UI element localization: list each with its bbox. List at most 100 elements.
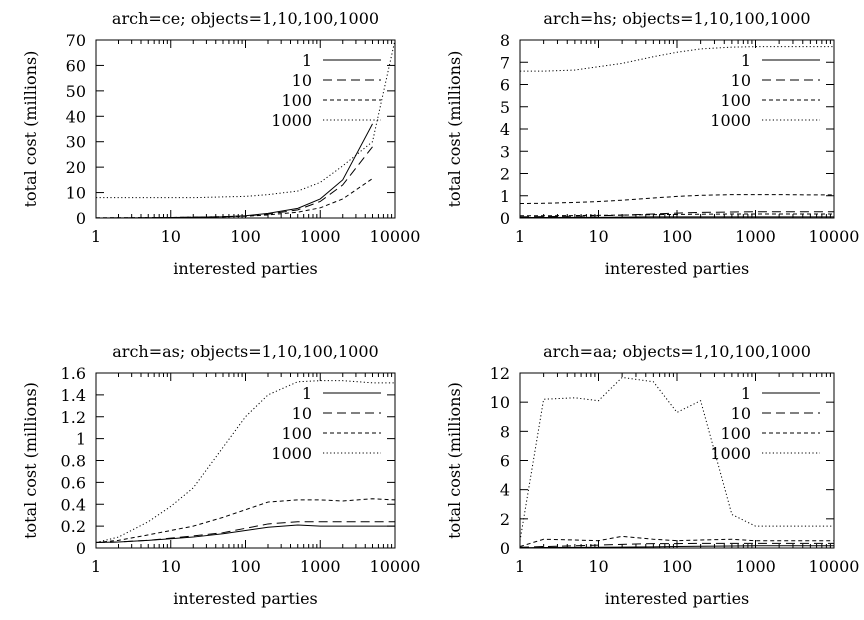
x-tick-label: 100 <box>230 227 261 246</box>
y-tick-label: 0.6 <box>61 473 86 492</box>
series-line-100 <box>520 213 834 217</box>
x-tick-label: 1 <box>91 227 101 246</box>
legend-label: 10 <box>292 404 312 423</box>
x-tick-label: 100 <box>662 227 693 246</box>
legend-label: 1 <box>741 384 751 403</box>
y-tick-label: 8 <box>500 422 510 441</box>
y-tick-label: 0.2 <box>61 517 86 536</box>
plot-frame <box>519 39 835 219</box>
y-tick-label: 6 <box>500 452 510 471</box>
plot-frame <box>95 39 396 219</box>
x-tick-label: 1 <box>515 227 525 246</box>
x-axis-label: interested parties <box>605 259 750 278</box>
y-tick-label: 7 <box>500 53 510 72</box>
x-tick-label: 100 <box>230 557 261 576</box>
x-tick-label: 100 <box>662 557 693 576</box>
series-line-10 <box>520 211 834 218</box>
y-tick-label: 10 <box>490 393 510 412</box>
x-tick-label: 10000 <box>370 557 421 576</box>
x-tick-label: 10 <box>161 557 181 576</box>
y-tick-label: 2 <box>500 510 510 529</box>
series-line-1 <box>96 524 395 544</box>
x-tick-label: 1000 <box>300 227 341 246</box>
y-tick-label: 12 <box>490 364 510 383</box>
y-tick-label: 4 <box>500 481 510 500</box>
y-tick-label: 5 <box>500 98 510 117</box>
y-tick-label: 0 <box>500 209 510 228</box>
y-tick-label: 3 <box>500 142 510 161</box>
y-tick-label: 20 <box>66 158 86 177</box>
y-tick-label: 10 <box>66 184 86 203</box>
y-tick-label: 4 <box>500 120 510 139</box>
y-axis-label: total cost (millions) <box>21 382 40 539</box>
chart-title: arch=as; objects=1,10,100,1000 <box>112 342 378 361</box>
series-line-1 <box>96 123 373 218</box>
chart-title: arch=ce; objects=1,10,100,1000 <box>112 9 379 28</box>
y-tick-label: 6 <box>500 76 510 95</box>
x-tick-label: 10 <box>588 227 608 246</box>
y-tick-label: 50 <box>66 82 86 101</box>
x-tick-label: 10000 <box>370 227 421 246</box>
x-tick-label: 1 <box>515 557 525 576</box>
y-tick-label: 1.4 <box>61 386 86 405</box>
y-tick-label: 60 <box>66 56 86 75</box>
legend-label: 1000 <box>271 444 312 463</box>
y-axis-label: total cost (millions) <box>445 51 464 208</box>
series-line-1 <box>520 545 834 548</box>
legend-label: 1000 <box>271 111 312 130</box>
legend-label: 1000 <box>710 111 751 130</box>
series-line-1 <box>520 216 834 218</box>
series-line-1000 <box>520 46 834 72</box>
y-tick-label: 40 <box>66 107 86 126</box>
series-line-unlabeled <box>520 194 834 205</box>
series-line-100 <box>520 535 834 548</box>
chart-title: arch=aa; objects=1,10,100,1000 <box>543 342 811 361</box>
x-tick-label: 1 <box>91 557 101 576</box>
legend-label: 100 <box>281 424 312 443</box>
x-axis-label: interested parties <box>173 259 318 278</box>
series-line-10 <box>96 521 395 544</box>
y-tick-label: 30 <box>66 133 86 152</box>
y-tick-label: 1 <box>500 187 510 206</box>
x-tick-label: 1000 <box>735 557 776 576</box>
legend-label: 1 <box>741 51 751 70</box>
series-line-1000 <box>96 40 395 199</box>
x-tick-label: 1000 <box>735 227 776 246</box>
y-tick-label: 1.2 <box>61 408 86 427</box>
y-tick-label: 1 <box>76 430 86 449</box>
legend-label: 100 <box>281 91 312 110</box>
series-line-100 <box>96 498 395 544</box>
x-tick-label: 10 <box>161 227 181 246</box>
series-line-10 <box>520 542 834 548</box>
legend-label: 100 <box>720 424 751 443</box>
x-axis-label: interested parties <box>605 589 750 608</box>
x-axis-label: interested parties <box>173 589 318 608</box>
x-tick-label: 1000 <box>300 557 341 576</box>
y-tick-label: 0.8 <box>61 452 86 471</box>
legend-label: 1 <box>302 384 312 403</box>
legend-label: 10 <box>731 404 751 423</box>
legend-label: 10 <box>292 71 312 90</box>
legend-label: 100 <box>720 91 751 110</box>
legend-label: 1000 <box>710 444 751 463</box>
series-line-1000 <box>96 380 395 544</box>
legend-label: 10 <box>731 71 751 90</box>
x-tick-label: 10000 <box>809 557 860 576</box>
legend-label: 1 <box>302 51 312 70</box>
x-tick-label: 10 <box>588 557 608 576</box>
y-tick-label: 0 <box>76 209 86 228</box>
y-tick-label: 1.6 <box>61 364 86 383</box>
series-line-100 <box>96 178 373 218</box>
y-axis-label: total cost (millions) <box>21 51 40 208</box>
y-tick-label: 2 <box>500 165 510 184</box>
x-tick-label: 10000 <box>809 227 860 246</box>
chart-title: arch=hs; objects=1,10,100,1000 <box>543 9 810 28</box>
series-line-10 <box>96 146 373 218</box>
y-axis-label: total cost (millions) <box>445 382 464 539</box>
y-tick-label: 0 <box>76 539 86 558</box>
